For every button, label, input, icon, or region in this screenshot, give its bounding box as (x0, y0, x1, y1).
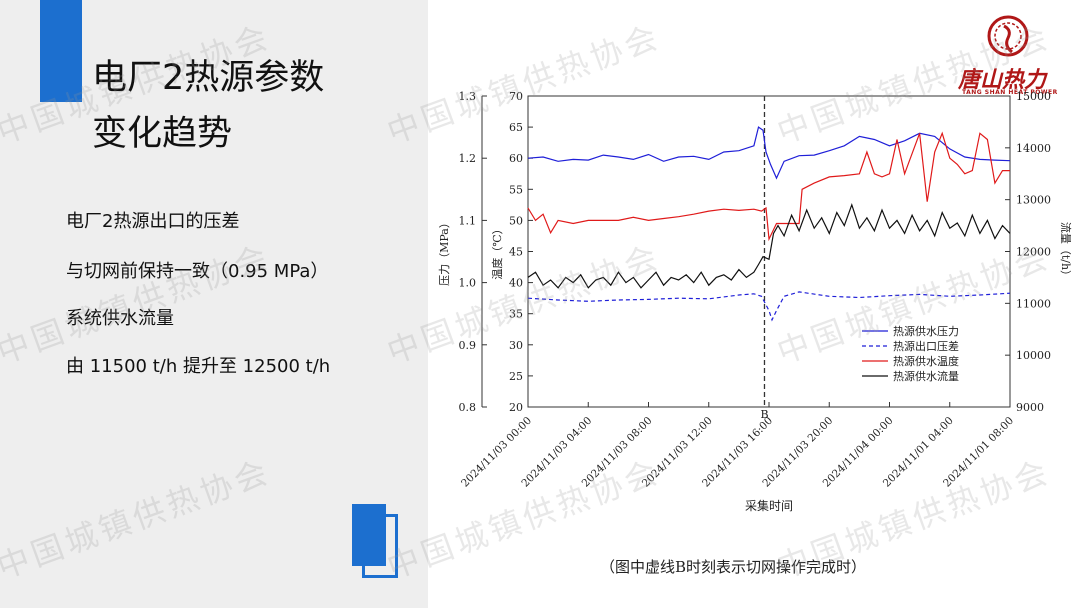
legend-label: 热源出口压差 (893, 339, 959, 353)
temperature-tick-label: 65 (509, 121, 523, 134)
x-axis-label: 采集时间 (745, 498, 793, 513)
temperature-tick-label: 40 (509, 277, 523, 290)
logo-mark-icon (987, 15, 1029, 57)
legend-label: 热源供水压力 (893, 324, 959, 338)
pressure-tick-label: 1.3 (459, 90, 477, 103)
temperature-tick-label: 70 (509, 90, 523, 103)
trend-chart: 0.8 0.9 1.0 1.1 1.2 1.3 压力（MPa） 20 25 30 35 40 45 50 5… (438, 90, 1073, 513)
temperature-tick-label: 20 (509, 401, 523, 414)
temperature-tick-label: 45 (509, 246, 523, 259)
series-line (527, 126, 1011, 180)
bullet-2: 与切网前保持一致（0.95 MPa） (66, 261, 329, 282)
bullet-3: 系统供水流量 (66, 308, 174, 329)
bullet-4: 由 11500 t/h 提升至 12500 t/h (66, 356, 331, 377)
logo-text: 唐山热力 (958, 67, 1047, 93)
temperature-tick-label: 50 (509, 214, 523, 227)
flow-tick-label: 14000 (1016, 142, 1051, 155)
decor-square-outline (362, 514, 398, 578)
flow-tick-label: 13000 (1016, 194, 1051, 207)
series-line (527, 131, 1010, 242)
flow-tick-label: 9000 (1016, 401, 1044, 414)
series-line (527, 202, 1011, 289)
flow-tick-label: 15000 (1016, 90, 1051, 103)
title-line-1: 电厂2热源参数 (92, 58, 325, 98)
pressure-tick-label: 1.1 (459, 214, 477, 227)
event-marker-label: B (760, 408, 768, 421)
legend-label: 热源供水流量 (893, 369, 959, 383)
temperature-tick-label: 35 (509, 308, 523, 321)
temperature-tick-label: 60 (509, 152, 523, 165)
temperature-tick-label: 55 (509, 183, 523, 196)
pressure-axis-label: 压力（MPa） (438, 217, 451, 286)
series-line (527, 291, 1011, 322)
slide-title: 电厂2热源参数 变化趋势 (92, 50, 324, 162)
title-line-2: 变化趋势 (92, 114, 233, 154)
accent-bar (40, 0, 82, 102)
pressure-tick-label: 0.8 (459, 401, 477, 414)
chart-caption: （图中虚线B时刻表示切网操作完成时） (600, 558, 867, 576)
bullet-1: 电厂2热源出口的压差 (66, 211, 240, 232)
temperature-axis-label: 温度（℃） (490, 223, 504, 279)
flow-tick-label: 12000 (1016, 246, 1051, 259)
flow-axis-label: 流量（t/h） (1059, 222, 1073, 281)
temperature-tick-label: 25 (509, 370, 523, 383)
temperature-tick-label: 30 (509, 339, 523, 352)
flow-tick-label: 11000 (1016, 297, 1051, 310)
pressure-tick-label: 0.9 (459, 339, 477, 352)
flow-tick-label: 10000 (1016, 349, 1051, 362)
pressure-tick-label: 1.2 (459, 152, 477, 165)
legend-label: 热源供水温度 (893, 354, 959, 368)
pressure-tick-label: 1.0 (459, 277, 477, 290)
logo-subtext: TANG SHAN HEAT POWER (962, 89, 1058, 96)
